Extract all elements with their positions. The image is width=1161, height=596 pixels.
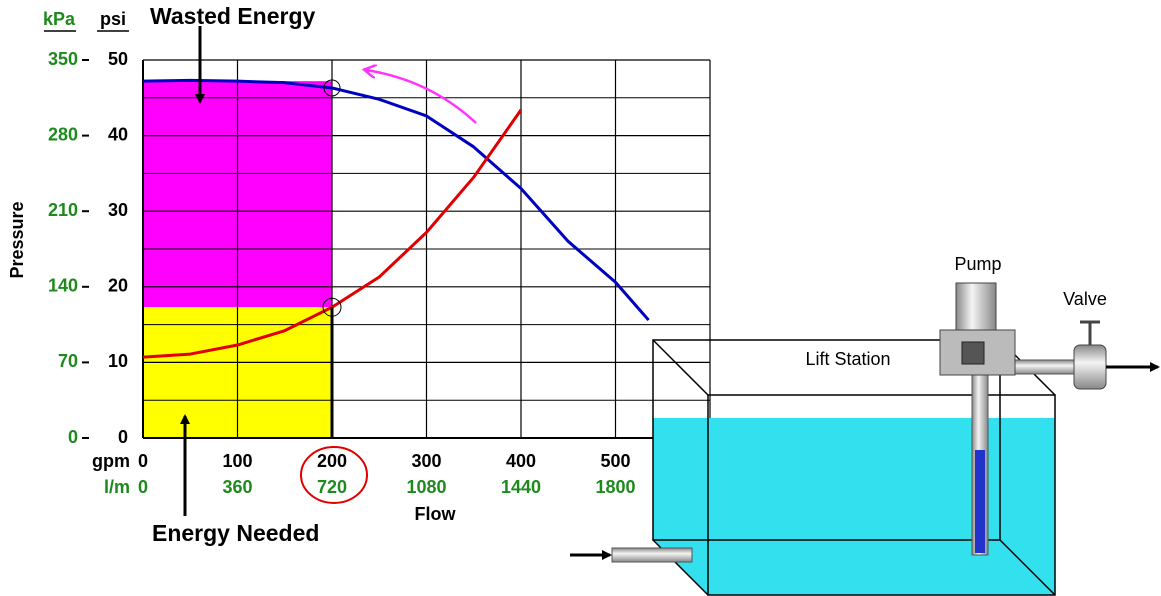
highlight (300, 446, 368, 504)
y-tick-label: 40 (108, 124, 128, 144)
y2-tick-label: 280 (48, 124, 78, 144)
x2-tick-label: 720 (317, 477, 347, 497)
y2-tick-label: 0 (68, 427, 78, 447)
y-axis-label: Pressure (7, 201, 27, 278)
x2-tick-label: 1800 (595, 477, 635, 497)
y2-tick-label: 140 (48, 276, 78, 296)
tank-edge (999, 539, 1056, 596)
flow-arrow (366, 70, 477, 124)
annotation: Energy Needed (152, 520, 319, 546)
pump-motor (955, 282, 997, 331)
x2-tick-label: 360 (222, 477, 252, 497)
y-unit: psi (100, 9, 126, 29)
water (653, 418, 1055, 595)
lift-station: Pump Valve Lift Station (570, 254, 1160, 596)
inlet-pipe (611, 547, 693, 563)
operating-point (323, 79, 341, 97)
annotation: Wasted Energy (150, 3, 316, 29)
x-tick-label: 400 (506, 451, 536, 471)
y-tick-label: 0 (118, 427, 128, 447)
x-tick-label: 100 (222, 451, 252, 471)
x2-tick-label: 1080 (406, 477, 446, 497)
valve-body (1073, 344, 1107, 390)
x-tick-label: 500 (600, 451, 630, 471)
x-axis-label: Flow (415, 504, 457, 524)
operating-point (322, 297, 342, 317)
tank-edge (652, 339, 709, 396)
y-tick-label: 10 (108, 351, 128, 371)
pump-window (961, 341, 985, 365)
curve (142, 78, 650, 322)
x-tick-label: 200 (317, 451, 347, 471)
y2-unit: kPa (43, 9, 76, 29)
riser-water (975, 450, 985, 553)
valve-label: Valve (1063, 289, 1107, 309)
y-tick-label: 30 (108, 200, 128, 220)
station-label: Lift Station (805, 349, 890, 369)
y-tick-label: 20 (108, 276, 128, 296)
tank-front (652, 339, 1001, 541)
pump-label: Pump (954, 254, 1001, 274)
y-tick-label: 50 (108, 49, 128, 69)
y2-tick-label: 210 (48, 200, 78, 220)
y2-tick-label: 70 (58, 351, 78, 371)
x-unit: gpm (92, 451, 130, 471)
tank-back (707, 394, 1056, 596)
x2-tick-label: 1440 (501, 477, 541, 497)
x2-tick-label: 0 (138, 477, 148, 497)
x-tick-label: 300 (411, 451, 441, 471)
discharge-pipe (1011, 359, 1077, 375)
x-tick-label: 0 (138, 451, 148, 471)
y2-tick-label: 350 (48, 49, 78, 69)
x2-unit: l/m (104, 477, 130, 497)
